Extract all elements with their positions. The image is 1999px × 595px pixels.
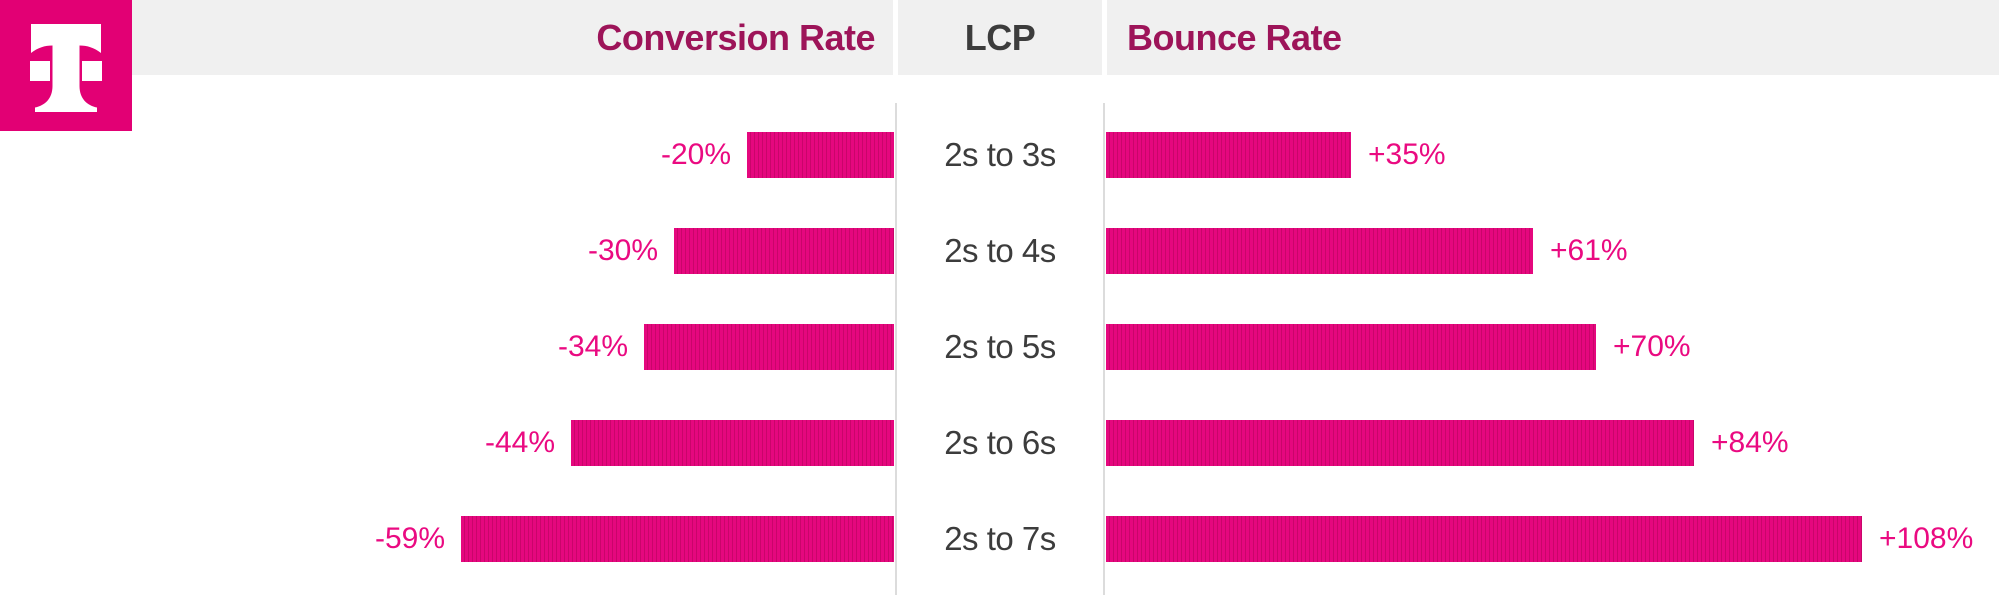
header-segment-conversion: Conversion Rate [132,0,893,75]
conversion-value-label: -44% [484,426,555,459]
conversion-row: -34% [558,324,894,370]
bounce-bar [1106,132,1351,178]
conversion-row: -20% [661,132,894,178]
left-axis-line [895,103,897,595]
bounce-rate-header-label: Bounce Rate [1127,16,1342,58]
right-axis-line [1103,103,1105,595]
telekom-t-icon [0,0,132,131]
bounce-row: +70% [1106,324,1691,370]
bounce-row: +108% [1106,516,1973,562]
t-mobile-logo [0,0,132,131]
conversion-value-label: -34% [557,330,628,363]
bounce-value-label: +108% [1879,522,1974,555]
bounce-row: +35% [1106,132,1446,178]
bounce-value-label: +35% [1368,138,1446,171]
conversion-bar [674,228,894,274]
conversion-row: -59% [375,516,894,562]
bounce-bar [1106,420,1694,466]
bounce-value-label: +61% [1550,234,1628,267]
header-segment-lcp: LCP [898,0,1102,75]
lcp-category-label: 2s to 7s [944,520,1056,557]
lcp-category-label: 2s to 3s [944,136,1056,173]
bounce-value-label: +84% [1711,426,1789,459]
lcp-category-label: 2s to 5s [944,328,1056,365]
conversion-value-label: -59% [374,522,445,555]
header-segment-bounce: Bounce Rate [1107,0,1999,75]
lcp-category-label: 2s to 4s [944,232,1056,269]
conversion-row: -44% [485,420,894,466]
conversion-value-label: -20% [660,138,731,171]
bounce-bar [1106,516,1862,562]
lcp-category-label: 2s to 6s [944,424,1056,461]
bounce-bar [1106,228,1533,274]
bounce-value-label: +70% [1613,330,1691,363]
conversion-rate-header-label: Conversion Rate [596,16,875,58]
conversion-row: -30% [588,228,894,274]
conversion-bar [571,420,894,466]
conversion-value-label: -30% [587,234,658,267]
lcp-header-label: LCP [964,16,1036,58]
bounce-row: +84% [1106,420,1789,466]
bounce-bar [1106,324,1596,370]
conversion-bar [747,132,894,178]
conversion-bar [644,324,894,370]
conversion-bar [461,516,894,562]
bounce-row: +61% [1106,228,1628,274]
